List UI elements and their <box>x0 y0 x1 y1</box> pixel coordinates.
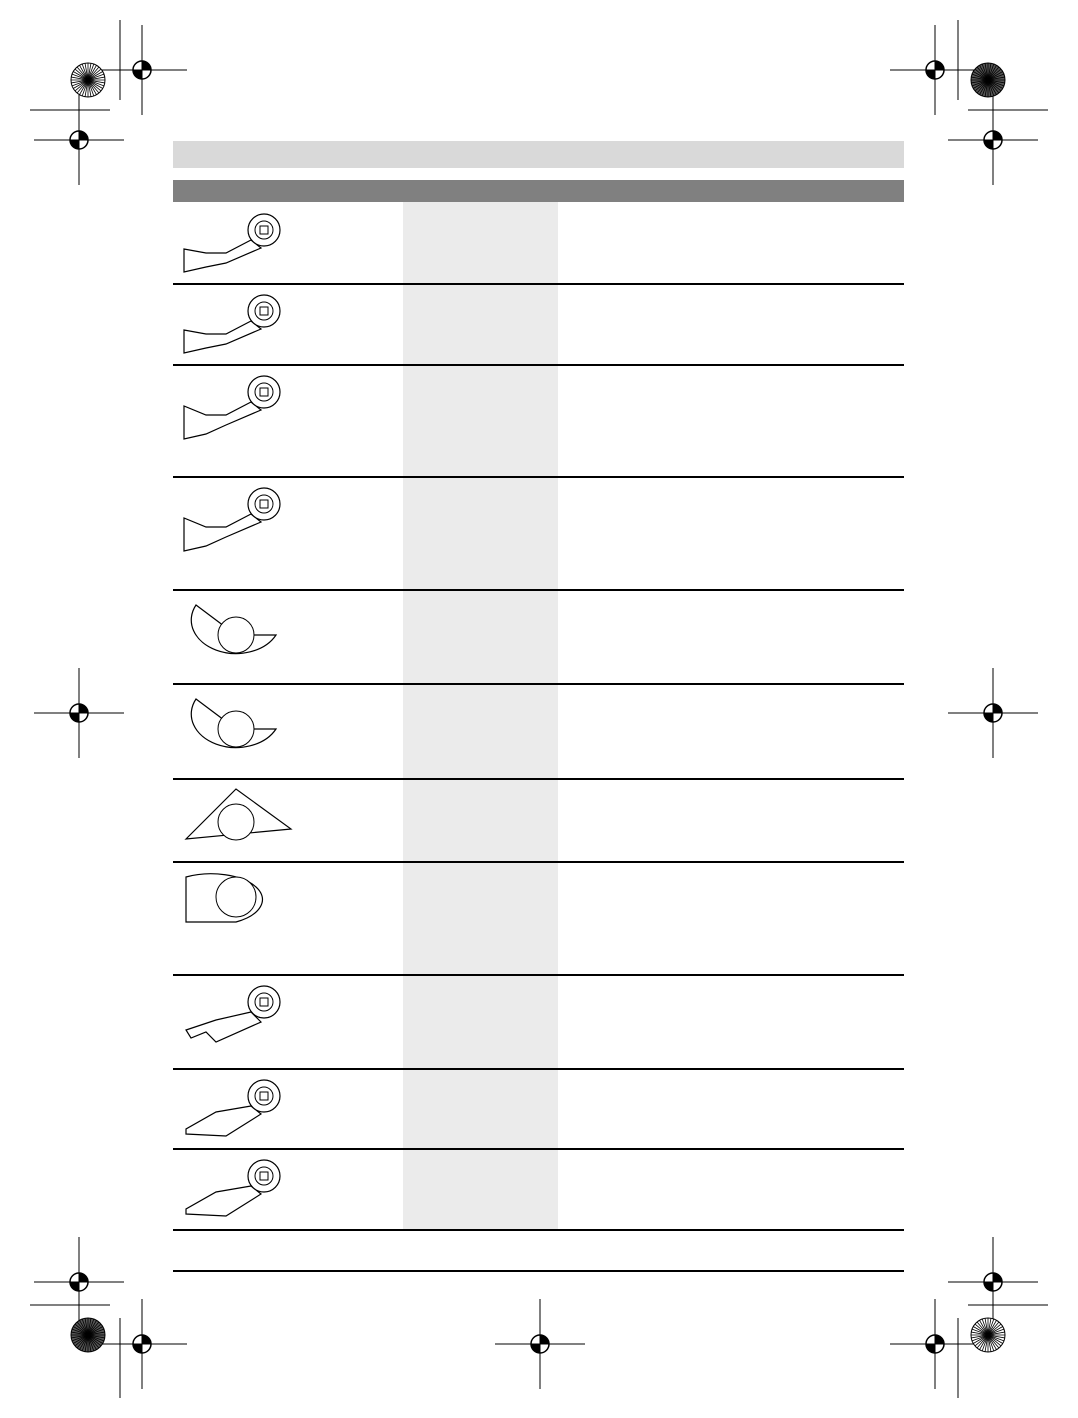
crosshair-mark <box>495 1299 585 1389</box>
table-row <box>173 476 904 589</box>
table-row <box>173 861 904 974</box>
row-divider <box>173 1148 904 1150</box>
crosshair-mark <box>890 1299 980 1389</box>
hook-blade-icon <box>185 985 281 1043</box>
row-divider <box>173 1229 904 1231</box>
segment-saw-blade-icon <box>190 698 278 749</box>
row-divider <box>173 283 904 285</box>
crosshair-mark <box>890 25 980 115</box>
row-divider <box>173 861 904 863</box>
plunge-cut-blade-wide-icon <box>183 487 281 552</box>
plunge-cut-blade-wide-icon <box>183 375 281 440</box>
crosshair-mark <box>97 1299 187 1389</box>
crosshair-mark <box>948 1237 1038 1327</box>
starburst-mark <box>970 62 1006 98</box>
crosshair-mark <box>97 25 187 115</box>
table-header <box>173 180 904 202</box>
table-row <box>173 1148 904 1229</box>
crosshair-mark <box>948 95 1038 185</box>
title-band <box>173 141 904 168</box>
row-divider <box>173 778 904 780</box>
row-divider <box>173 589 904 591</box>
starburst-mark <box>70 62 106 98</box>
crosshair-mark <box>948 668 1038 758</box>
segment-saw-blade-icon <box>190 604 278 655</box>
table-row <box>173 364 904 476</box>
grout-removal-plate-icon <box>185 873 264 923</box>
delta-sanding-plate-icon <box>184 788 293 841</box>
table-row <box>173 589 904 683</box>
table-row <box>173 974 904 1068</box>
starburst-mark <box>970 1317 1006 1353</box>
plunge-cut-blade-narrow-icon <box>183 294 281 354</box>
row-divider <box>173 1068 904 1070</box>
plunge-cut-blade-narrow-icon <box>183 213 281 273</box>
scraper-blade-rigid-icon <box>185 1079 281 1137</box>
starburst-mark <box>70 1317 106 1353</box>
shaded-column <box>403 202 558 1229</box>
row-divider <box>173 974 904 976</box>
table-row <box>173 683 904 778</box>
row-divider <box>173 683 904 685</box>
row-divider <box>173 476 904 478</box>
table-row <box>173 202 904 283</box>
table-row <box>173 283 904 364</box>
crosshair-mark <box>34 668 124 758</box>
table-row <box>173 1068 904 1148</box>
row-divider <box>173 364 904 366</box>
scraper-blade-flexible-icon <box>185 1159 281 1217</box>
crosshair-mark <box>34 1237 124 1327</box>
crosshair-mark <box>34 95 124 185</box>
table-row <box>173 778 904 861</box>
footer-rule <box>173 1270 904 1272</box>
